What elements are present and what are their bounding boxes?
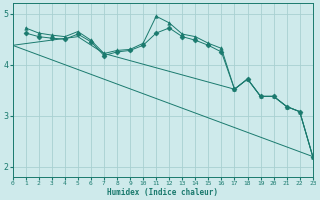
X-axis label: Humidex (Indice chaleur): Humidex (Indice chaleur) — [107, 188, 218, 197]
